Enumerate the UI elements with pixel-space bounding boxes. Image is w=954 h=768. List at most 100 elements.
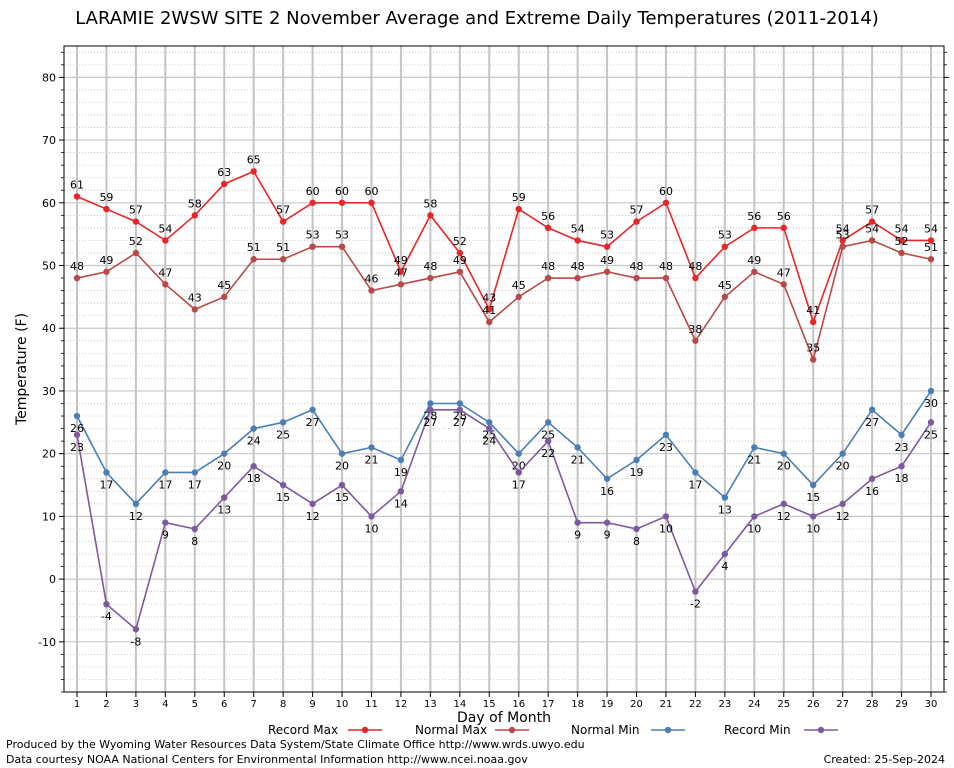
data-point [515,469,522,476]
data-label: 60 [364,185,378,198]
data-point [574,274,581,282]
data-label: 51 [276,241,290,254]
data-point [309,406,316,413]
data-label: 25 [482,428,496,441]
data-label: 14 [394,497,408,510]
data-label: 53 [836,229,850,242]
y-tick-label: 40 [42,322,56,335]
legend-label: Normal Max [415,723,487,737]
data-point [368,444,375,451]
data-label: 27 [453,416,467,429]
data-point [898,249,905,257]
data-point [868,218,876,225]
data-point [397,456,405,464]
data-point [427,406,434,413]
data-point [633,525,640,533]
data-label: 12 [836,510,850,523]
data-point [721,243,729,250]
data-point [309,500,316,508]
data-point [73,431,81,439]
y-tick-label: -10 [38,636,56,649]
data-label: 60 [335,185,349,198]
data-label: 21 [747,453,761,466]
data-point [603,243,611,250]
y-tick-label: 10 [42,510,56,523]
footer-credit-line1: Produced by the Wyoming Water Resources … [6,738,585,751]
data-point [456,249,464,257]
data-point [839,500,846,508]
data-point [544,419,552,426]
x-tick-label: 10 [336,699,349,710]
data-label: 63 [217,166,231,179]
data-label: 61 [70,179,84,192]
data-point [662,431,670,439]
x-tick-label: 6 [221,699,227,710]
data-label: 54 [924,222,938,235]
series-line-4 [76,408,932,631]
data-label: -2 [690,598,701,611]
data-point [279,218,287,225]
data-label: 21 [571,453,585,466]
data-point [839,450,846,457]
data-label: 47 [394,266,408,279]
x-tick-label: 27 [836,699,849,710]
data-label: 15 [806,491,820,504]
x-tick-label: 13 [424,699,437,710]
data-label: 48 [70,260,84,273]
data-label: 12 [306,510,320,523]
data-point [250,425,257,432]
data-label: 8 [633,535,640,548]
data-label: 19 [394,466,408,479]
data-label: 26 [70,422,84,435]
data-label: 10 [747,522,761,535]
y-tick-label: 70 [42,134,56,147]
data-point [250,168,257,175]
data-label: 56 [777,210,791,223]
data-point [279,256,287,263]
data-label: 23 [659,441,673,454]
data-point [868,406,876,413]
data-point [898,237,905,244]
x-tick-label: 1 [74,699,80,710]
data-label: 57 [630,204,644,217]
data-label: 54 [895,222,909,235]
data-point [191,212,198,219]
data-label: 56 [747,210,761,223]
data-point [250,256,257,263]
data-label: 57 [276,204,290,217]
data-label: 49 [747,254,761,267]
data-point [221,293,228,301]
data-point [338,450,346,457]
data-label: 12 [129,510,143,523]
data-point [191,469,198,476]
data-point [721,494,729,501]
data-point [751,513,758,520]
x-tick-label: 23 [718,699,731,710]
legend-label: Normal Min [571,723,640,737]
x-axis-label: Day of Month [457,710,551,726]
data-label: 49 [99,254,113,267]
data-label: 45 [718,279,732,292]
data-label: 49 [453,254,467,267]
data-point [927,256,935,263]
data-label: 24 [482,435,496,448]
data-point [456,406,464,413]
data-point [868,475,876,482]
footer-created: Created: 25-Sep-2024 [823,753,945,766]
data-label: -4 [101,610,112,623]
plot-area [64,46,944,692]
data-label: 20 [335,460,349,473]
x-tick-label: 20 [630,699,643,710]
data-label: 23 [895,441,909,454]
data-point [780,224,787,232]
data-label: 54 [571,222,585,235]
data-label: 49 [394,254,408,267]
x-tick-label: 12 [395,699,408,710]
data-point [721,293,729,301]
data-point [574,444,581,451]
x-tick-label: 26 [807,699,820,710]
data-label: 43 [188,291,202,304]
data-point [927,419,935,426]
data-point [486,425,493,432]
data-label: 20 [836,460,850,473]
